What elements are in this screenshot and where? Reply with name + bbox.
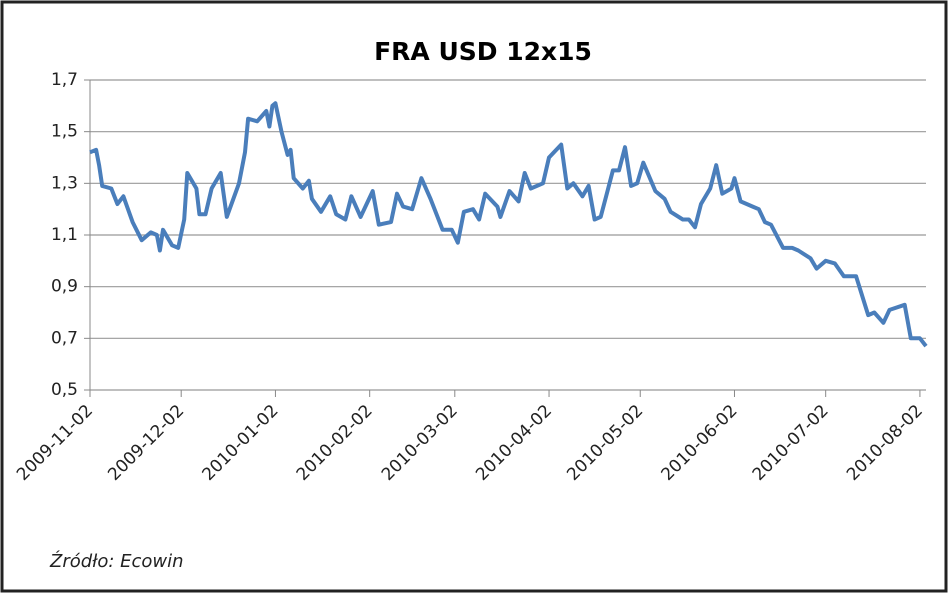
data-line — [89, 101, 928, 348]
y-tick-label: 1,7 — [51, 70, 78, 90]
y-tick-label: 0,7 — [51, 328, 78, 348]
y-tick-label: 1,1 — [51, 225, 78, 245]
chart-title: FRA USD 12x15 — [374, 37, 592, 66]
source-note: Źródło: Ecowin — [49, 550, 184, 572]
y-tick-label: 1,5 — [51, 122, 78, 142]
y-tick-label: 0,9 — [51, 277, 78, 297]
y-tick-label: 0,5 — [51, 380, 78, 400]
y-tick-label: 1,3 — [51, 173, 78, 193]
